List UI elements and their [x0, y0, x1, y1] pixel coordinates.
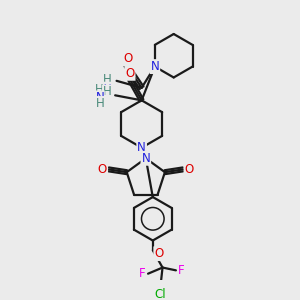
Text: H: H	[103, 85, 112, 98]
Text: H: H	[103, 73, 112, 86]
Text: N: N	[137, 141, 146, 154]
Text: N: N	[95, 91, 104, 104]
Text: O: O	[123, 52, 132, 65]
Text: N: N	[103, 83, 112, 96]
Text: Cl: Cl	[154, 288, 166, 300]
Text: N: N	[141, 152, 150, 165]
Text: O: O	[125, 67, 135, 80]
Text: O: O	[184, 163, 194, 176]
Text: F: F	[139, 267, 146, 280]
Text: O: O	[154, 247, 164, 260]
Text: N: N	[151, 60, 159, 73]
Text: H: H	[95, 83, 103, 96]
Text: O: O	[98, 163, 107, 176]
Text: F: F	[178, 264, 185, 277]
Text: H: H	[95, 97, 104, 110]
